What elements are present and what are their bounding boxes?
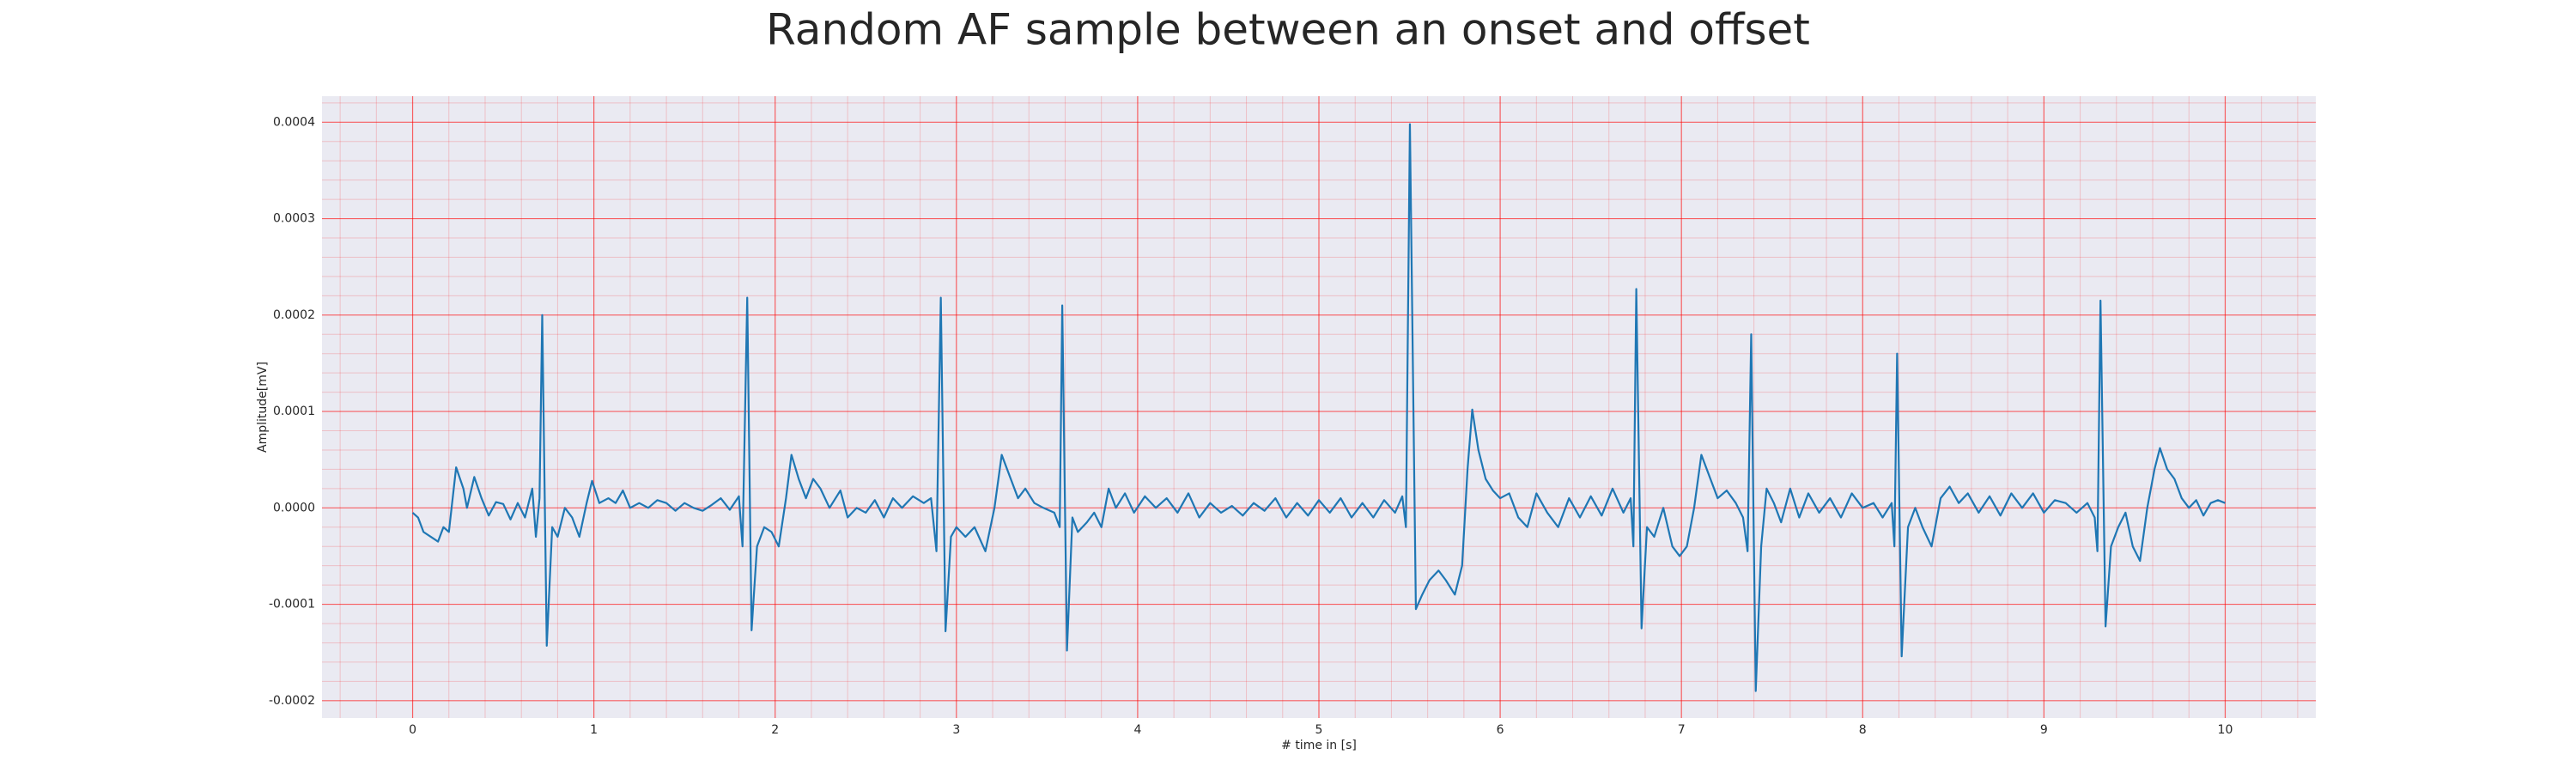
x-axis-label: # time in [s]	[1281, 739, 1357, 752]
y-tick-label: -0.0002	[269, 694, 315, 708]
x-tick-label: 4	[1133, 723, 1141, 737]
y-tick-label: 0.0002	[273, 308, 315, 322]
y-tick-label: 0.0000	[273, 501, 315, 514]
y-tick-label: -0.0001	[269, 598, 315, 612]
y-tick-label: 0.0001	[273, 405, 315, 418]
x-tick-label: 6	[1497, 723, 1504, 737]
y-axis-label: Amplitude[mV]	[256, 362, 270, 453]
x-tick-label: 9	[2040, 723, 2048, 737]
x-tick-label: 7	[1678, 723, 1686, 737]
y-tick-label: 0.0003	[273, 212, 315, 226]
y-tick-label: 0.0004	[273, 115, 315, 129]
x-tick-label: 2	[771, 723, 779, 737]
x-tick-label: 0	[409, 723, 416, 737]
signal-line	[411, 123, 2226, 692]
x-tick-label: 5	[1315, 723, 1323, 737]
x-tick-label: 1	[590, 723, 598, 737]
x-tick-label: 10	[2218, 723, 2233, 737]
chart-title: Random AF sample between an onset and of…	[766, 5, 1810, 55]
x-tick-label: 8	[1859, 723, 1867, 737]
x-tick-label: 3	[952, 723, 960, 737]
